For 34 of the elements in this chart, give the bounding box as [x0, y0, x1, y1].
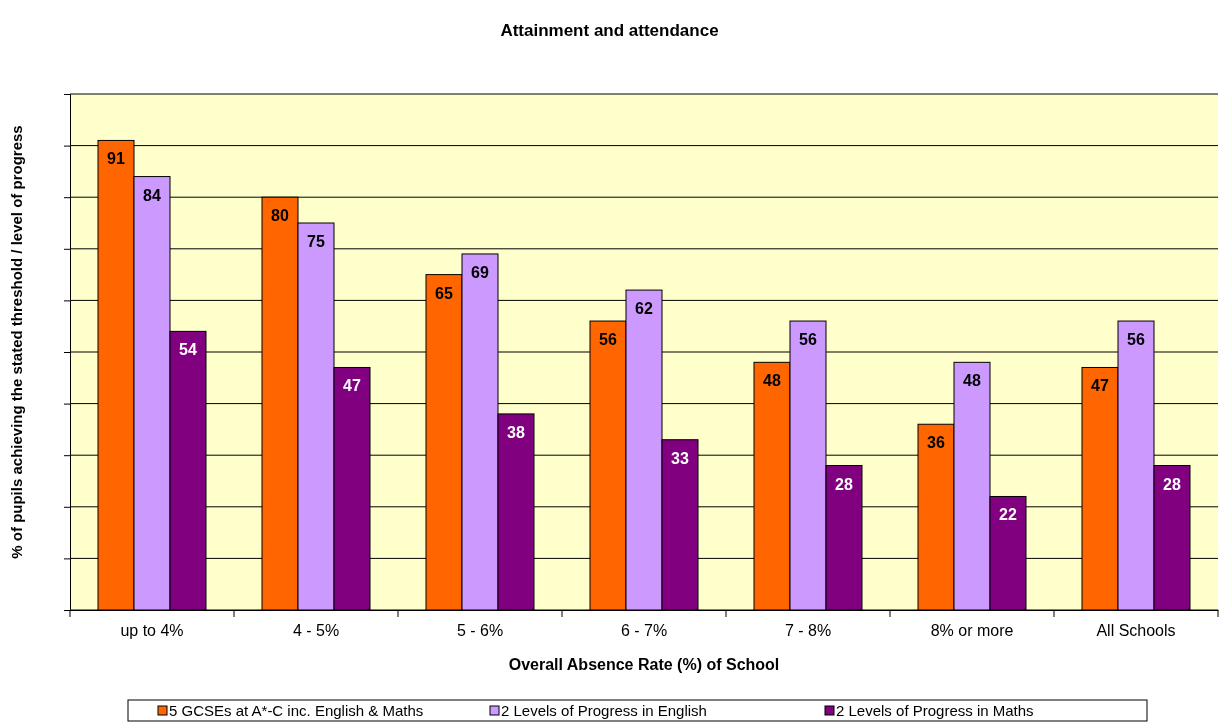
data-label: 48 — [763, 372, 781, 390]
chart-title: Attainment and attendance — [500, 21, 719, 40]
data-label: 80 — [271, 207, 289, 225]
x-tick-label: up to 4% — [120, 622, 184, 640]
data-label: 47 — [343, 377, 361, 395]
data-label: 65 — [435, 284, 453, 302]
x-tick-label: 4 - 5% — [292, 622, 340, 640]
x-tick-label: 5 - 6% — [456, 622, 504, 640]
data-label: 56 — [1127, 331, 1145, 349]
data-label: 62 — [635, 300, 653, 318]
x-tick-label: All Schools — [1096, 622, 1176, 640]
data-label: 36 — [927, 434, 945, 452]
data-label: 54 — [179, 341, 197, 359]
y-axis-title: % of pupils achieving the stated threshold / level of progress — [8, 125, 25, 559]
legend-label: 2 Levels of Progress in English — [501, 702, 707, 719]
data-label: 69 — [471, 263, 489, 281]
data-label: 22 — [999, 506, 1017, 524]
data-label: 47 — [1091, 377, 1109, 395]
data-label: 28 — [1163, 475, 1181, 493]
x-tick-label: 7 - 8% — [784, 622, 832, 640]
data-label: 48 — [963, 372, 981, 390]
data-label: 91 — [107, 150, 125, 168]
data-label: 75 — [307, 233, 325, 250]
data-label: 84 — [143, 186, 161, 204]
x-tick-label: 8% or more — [930, 622, 1014, 640]
x-axis-title: Overall Absence Rate (%) of School — [508, 656, 780, 673]
data-label: 33 — [671, 449, 689, 467]
data-label: 28 — [835, 475, 853, 493]
legend-label: 5 GCSEs at A*-C inc. English & Maths — [169, 702, 424, 719]
data-label: 56 — [599, 331, 617, 349]
data-label: 38 — [507, 423, 525, 441]
legend-label: 2 Levels of Progress in Maths — [836, 702, 1034, 719]
data-label: 56 — [799, 331, 817, 349]
x-tick-label: 6 - 7% — [620, 622, 668, 640]
